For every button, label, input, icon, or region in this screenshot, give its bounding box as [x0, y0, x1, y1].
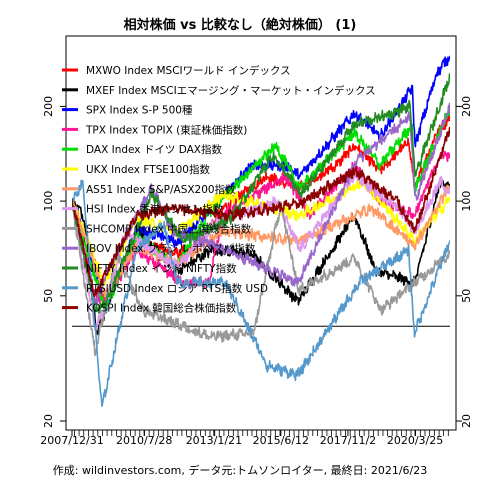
legend-label-13: KOSPI Index 韓国総合株価指数	[86, 302, 237, 315]
y-tick-label: 200	[42, 96, 55, 117]
axes: 20 50 100 200 20 50 100 200 2007/12/31 2010/7/28 2…	[40, 35, 473, 447]
series-line-11	[72, 73, 450, 314]
legend-label-8: HSI Index 香港ハンセン指数	[86, 203, 224, 216]
series-line-12	[72, 179, 450, 407]
x-tick-label: 2015/6/12	[253, 434, 309, 447]
x-tick-label: 2017/11/2	[320, 434, 376, 447]
x-tick-label: 2007/12/31	[40, 434, 103, 447]
legend-label-6: UKX Index FTSE100指数	[86, 163, 210, 176]
legend-label-11: NIFTY Index インド NIFTY指数	[86, 262, 237, 275]
series-line-9	[72, 199, 450, 357]
series-line-7	[72, 184, 450, 298]
legend-label-4: TPX Index TOPIX (東証株価指数)	[85, 123, 247, 136]
legend-label-1: MXWO Index MSCIワールド インデックス	[86, 64, 291, 77]
legend-label-7: AS51 Index S&P/ASX200指数	[86, 183, 236, 196]
x-tick-label: 2013/1/21	[186, 434, 242, 447]
series-line-13	[72, 126, 450, 298]
x-tick-label: 2010/7/28	[116, 434, 172, 447]
y-tick-label-right: 20	[460, 414, 473, 428]
legend-label-9: SHCOMP Index 中国上海総合指数	[86, 222, 252, 235]
legend-label-5: DAX Index ドイツ DAX指数	[86, 143, 222, 156]
series-line-8	[72, 172, 450, 332]
series-line-5	[72, 107, 450, 313]
y-tick-label: 50	[42, 289, 55, 303]
y-tick-label-right: 50	[460, 289, 473, 303]
y-tick-label: 100	[42, 191, 55, 212]
y-tick-label: 20	[42, 414, 55, 428]
legend-label-2: MXEF Index MSCIエマージング・マーケット・インデックス	[86, 84, 376, 97]
legend-label-3: SPX Index S-P 500種	[86, 104, 193, 117]
legend-label-12: RTSIUSD Index ロシア RTS指数 USD	[86, 282, 268, 295]
footer-credit: 作成: wildinvestors.com, データ元:トムソンロイター, 最終…	[52, 464, 428, 477]
legend-label-10: IBOV Index ブラジル ボベスパ指数	[86, 242, 256, 255]
y-tick-label-right: 200	[460, 96, 473, 117]
series-line-10	[72, 102, 450, 305]
legend: MXWO Index MSCIワールド インデックス MXEF Index MSC…	[62, 64, 376, 315]
chart-title: 相対株価 vs 比較なし（絶対株価） (1)	[123, 18, 357, 33]
plot-area	[72, 55, 450, 407]
y-tick-label-right: 100	[460, 191, 473, 212]
x-tick-label: 2020/3/25	[387, 434, 443, 447]
